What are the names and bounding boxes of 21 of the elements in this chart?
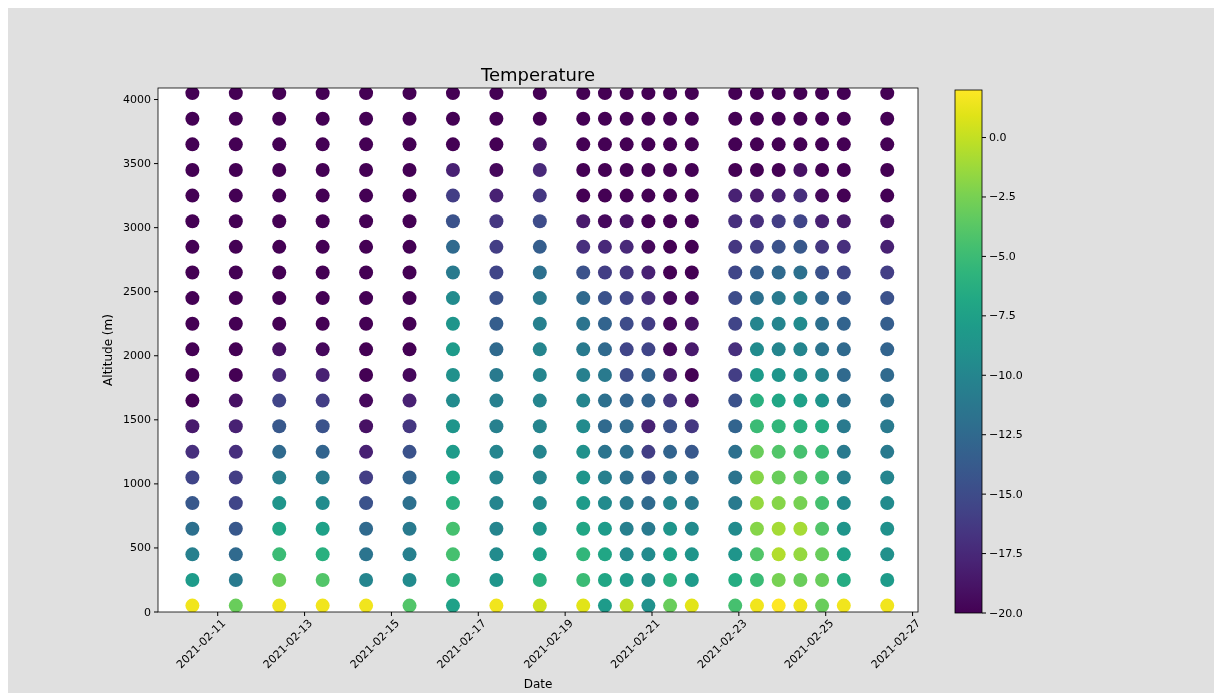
color-bar-label: −12.5 [989, 428, 1023, 442]
color-bar-label: 0.0 [989, 131, 1007, 145]
color-bar-label: −15.0 [989, 487, 1023, 501]
color-bar-label: −2.5 [989, 190, 1016, 204]
y-tick-label: 3000 [123, 221, 151, 235]
y-tick-label: 2000 [123, 349, 151, 363]
y-tick-label: 3500 [123, 157, 151, 171]
color-bar-label: −17.5 [989, 547, 1023, 561]
y-tick-label: 1000 [123, 477, 151, 491]
y-tick-label: 1500 [123, 413, 151, 427]
color-bar-label: −7.5 [989, 309, 1016, 323]
color-bar-label: −20.0 [989, 606, 1023, 620]
y-tick-label: 2500 [123, 285, 151, 299]
color-bar-label: −5.0 [989, 249, 1016, 263]
y-axis-title: Altitude (m) [101, 314, 115, 386]
y-tick-label: 0 [144, 605, 151, 619]
x-axis-title: Date [523, 677, 553, 691]
chart-title: Temperature [479, 64, 596, 85]
y-tick-label: 500 [130, 541, 151, 555]
y-tick-label: 4000 [123, 93, 151, 107]
color-bar-label: −10.0 [989, 368, 1023, 382]
